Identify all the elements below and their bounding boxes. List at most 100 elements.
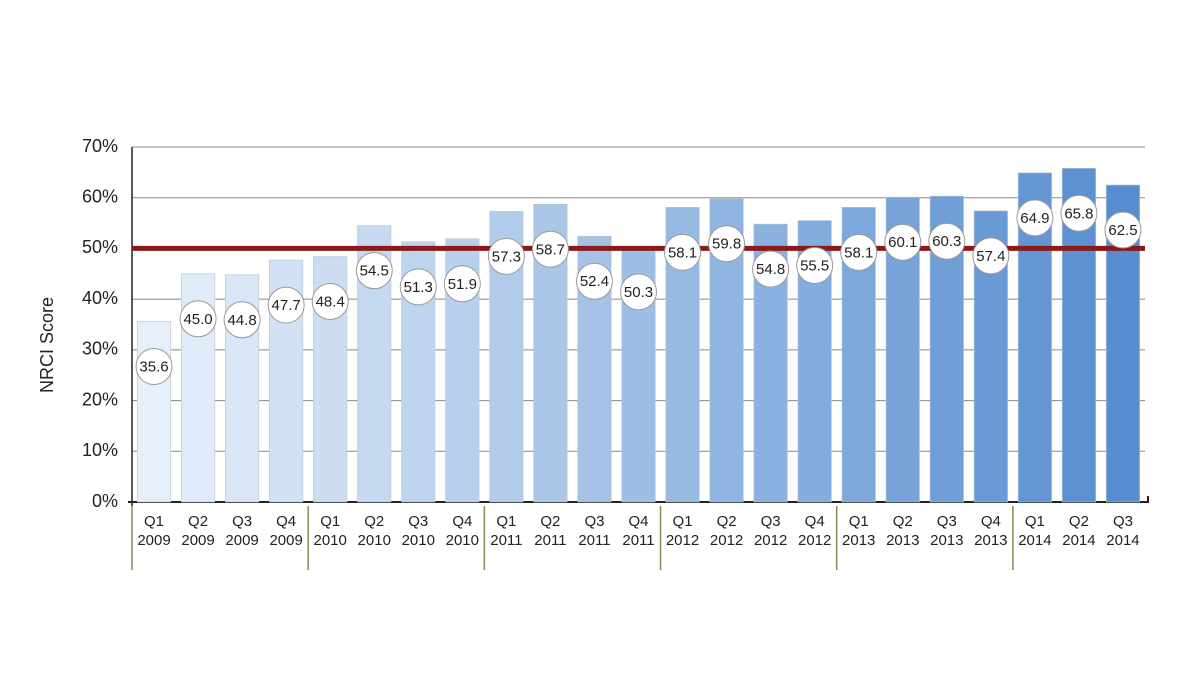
x-tick-label: 2011 [534,532,566,549]
value-label-bubble [1016,199,1054,237]
x-tick-label: Q4 [452,513,472,530]
value-label: 52.4 [580,273,609,290]
value-label-bubble [664,233,702,271]
value-label: 65.8 [1064,205,1093,222]
x-tick-label: Q3 [408,513,428,530]
value-label-bubble [443,265,481,303]
value-label: 60.1 [888,234,917,251]
value-label-bubble [355,252,393,290]
x-tick-label: Q4 [628,513,648,530]
x-tick-label: 2014 [1018,532,1051,549]
value-label-bubble [575,262,613,300]
x-tick-label: 2009 [181,532,214,549]
x-tick-label: Q4 [981,513,1001,530]
value-label: 57.4 [976,248,1005,265]
x-tick-label: Q3 [232,513,252,530]
value-label: 57.3 [492,248,521,265]
value-label: 45.0 [183,311,212,328]
value-label-bubble [179,300,217,338]
x-tick-label: Q1 [320,513,340,530]
x-tick-label: 2014 [1106,532,1139,549]
value-label: 55.5 [800,258,829,275]
x-tick-label: 2011 [578,532,610,549]
x-tick-label: 2014 [1062,532,1095,549]
value-label: 54.8 [756,261,785,278]
value-label: 58.1 [668,244,697,261]
x-tick-label: Q2 [540,513,560,530]
x-tick-label: 2012 [754,532,787,549]
x-tick-label: Q4 [276,513,296,530]
value-label: 64.9 [1020,210,1049,227]
x-tick-label: Q3 [937,513,957,530]
y-tick-label: 40% [82,288,118,308]
x-tick-label: Q2 [188,513,208,530]
x-tick-label: Q2 [893,513,913,530]
value-label: 50.3 [624,284,653,301]
value-label: 51.3 [404,279,433,296]
y-tick-label: 70% [82,136,118,156]
value-label-bubble [487,237,525,275]
x-tick-label: Q1 [1025,513,1045,530]
x-tick-label: 2009 [225,532,258,549]
value-label-bubble [708,225,746,263]
value-label: 62.5 [1108,222,1137,239]
value-label: 35.6 [139,358,168,375]
value-label-bubble [399,268,437,306]
x-tick-label: Q2 [717,513,737,530]
x-tick-label: 2009 [137,532,170,549]
x-tick-label: Q1 [849,513,869,530]
x-tick-label: 2010 [358,532,391,549]
x-tick-label: 2010 [446,532,479,549]
value-label-bubble [928,222,966,260]
value-label: 60.3 [932,233,961,250]
x-tick-label: Q3 [584,513,604,530]
value-label-bubble [1104,211,1142,249]
x-tick-label: 2011 [622,532,654,549]
y-tick-label: 60% [82,186,118,206]
x-tick-label: 2012 [710,532,743,549]
x-tick-label: 2013 [974,532,1007,549]
value-label: 44.8 [228,312,257,329]
x-tick-label: 2009 [269,532,302,549]
value-label-bubble [223,301,261,339]
value-label-bubble [620,273,657,311]
x-tick-label: 2010 [402,532,435,549]
x-tick-label: 2012 [798,532,831,549]
value-label: 51.9 [448,276,477,293]
value-label: 59.8 [712,236,741,253]
value-label: 47.7 [272,297,301,314]
value-label-bubble [796,247,834,285]
value-label: 58.7 [536,241,565,258]
x-tick-label: Q2 [364,513,384,530]
x-tick-label: Q1 [673,513,693,530]
value-label-bubble [1060,194,1098,232]
y-tick-label: 10% [82,440,118,460]
value-label-bubble [972,237,1010,275]
value-label: 48.4 [316,294,345,311]
x-tick-label: Q1 [496,513,516,530]
x-tick-label: Q4 [805,513,825,530]
y-tick-label: 50% [82,237,118,257]
y-tick-label: 20% [82,389,118,409]
value-label-bubble [135,347,173,385]
value-label-bubble [531,230,569,268]
x-tick-label: 2012 [666,532,699,549]
value-label-bubble [311,283,349,321]
y-tick-label: 30% [82,339,118,359]
value-label-bubble [752,250,790,288]
value-label-bubble [840,233,878,271]
x-tick-label: 2013 [842,532,875,549]
value-label: 54.5 [360,263,389,280]
value-label: 58.1 [844,244,873,261]
x-tick-label: 2013 [886,532,919,549]
x-tick-label: 2013 [930,532,963,549]
y-axis-label: NRCI Score [37,297,57,393]
x-tick-label: 2010 [314,532,347,549]
x-tick-label: Q2 [1069,513,1089,530]
value-label-bubble [267,286,305,324]
x-tick-label: Q3 [1113,513,1133,530]
x-tick-label: 2011 [490,532,522,549]
x-tick-label: Q1 [144,513,164,530]
y-tick-label: 0% [92,491,118,511]
